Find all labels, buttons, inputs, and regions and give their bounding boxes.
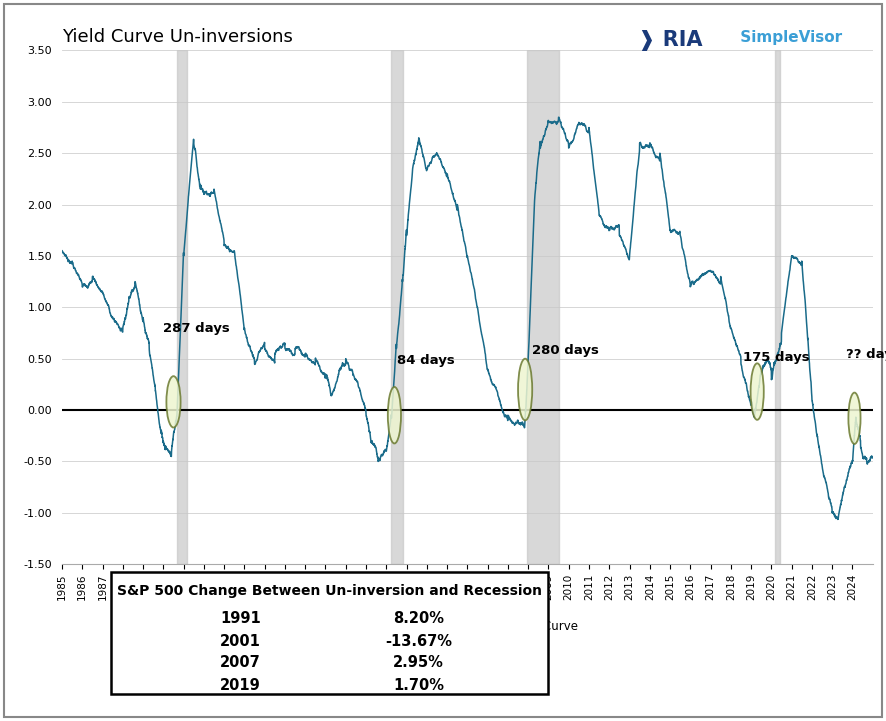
Ellipse shape bbox=[750, 363, 764, 420]
Text: 2007: 2007 bbox=[220, 655, 260, 671]
Ellipse shape bbox=[518, 358, 532, 420]
Text: 1991: 1991 bbox=[220, 611, 260, 626]
Bar bbox=[775, 50, 780, 564]
FancyBboxPatch shape bbox=[111, 572, 548, 694]
Text: 2019: 2019 bbox=[220, 678, 260, 694]
Text: Yield Curve Un-inversions: Yield Curve Un-inversions bbox=[62, 28, 293, 46]
Text: 287 days: 287 days bbox=[163, 322, 230, 335]
Ellipse shape bbox=[388, 387, 401, 443]
Text: 2.95%: 2.95% bbox=[393, 655, 444, 671]
Text: 2001: 2001 bbox=[220, 634, 260, 649]
Ellipse shape bbox=[167, 376, 181, 428]
Text: 1.70%: 1.70% bbox=[393, 678, 444, 694]
Text: -13.67%: -13.67% bbox=[385, 634, 452, 649]
Text: 280 days: 280 days bbox=[532, 344, 599, 357]
Text: ❱ RIA: ❱ RIA bbox=[638, 30, 703, 51]
Text: S&P 500 Change Between Un-inversion and Recession: S&P 500 Change Between Un-inversion and … bbox=[117, 584, 542, 598]
Legend: Recessions, Yield Curve: Recessions, Yield Curve bbox=[352, 616, 583, 638]
Bar bbox=[392, 50, 403, 564]
Bar bbox=[177, 50, 187, 564]
Text: 8.20%: 8.20% bbox=[393, 611, 444, 626]
Text: 175 days: 175 days bbox=[743, 351, 810, 364]
Ellipse shape bbox=[849, 393, 860, 444]
Text: 84 days: 84 days bbox=[398, 354, 455, 367]
Text: ?? days: ?? days bbox=[846, 348, 886, 360]
Bar bbox=[526, 50, 558, 564]
Text: SimpleVisor: SimpleVisor bbox=[735, 30, 843, 45]
